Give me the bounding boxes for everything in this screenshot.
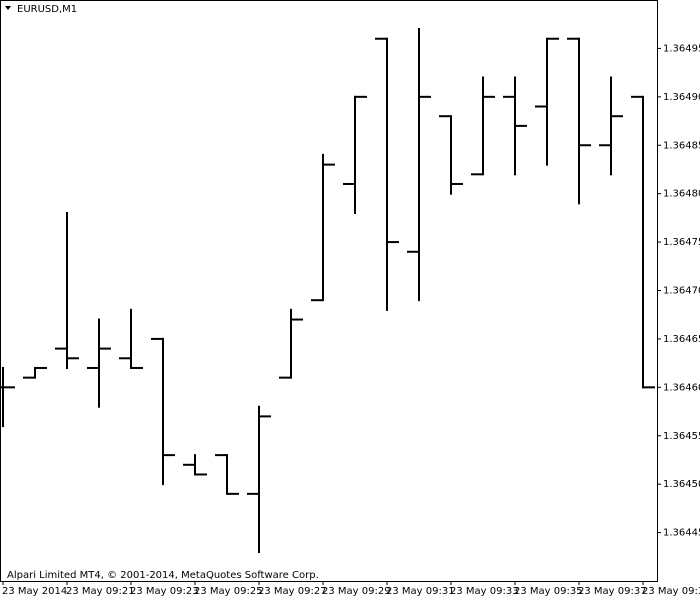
- x-tick-label: 23 May 09:35: [514, 586, 583, 597]
- y-tick-label: 1.36475: [663, 237, 700, 248]
- y-tick-label: 1.36460: [663, 382, 700, 393]
- x-tick-label: 23 May 09:23: [130, 586, 199, 597]
- y-tick-label: 1.36450: [663, 479, 700, 490]
- x-tick-label: 23 May 09:33: [450, 586, 519, 597]
- y-tick-label: 1.36490: [663, 92, 700, 103]
- x-tick-label: 23 May 09:25: [194, 586, 263, 597]
- y-tick-label: 1.36465: [663, 334, 700, 345]
- menu-arrow[interactable]: [5, 6, 11, 10]
- x-tick-label: 23 May 09:39: [642, 586, 700, 597]
- y-tick-label: 1.36445: [663, 528, 700, 539]
- y-tick-label: 1.36470: [663, 286, 700, 297]
- x-tick-label: 23 May 09:31: [386, 586, 455, 597]
- y-tick-label: 1.36480: [663, 189, 700, 200]
- x-tick-label: 23 May 09:37: [578, 586, 647, 597]
- x-tick-label: 23 May 2014: [2, 586, 67, 597]
- y-tick-label: 1.36455: [663, 431, 700, 442]
- x-tick-label: 23 May 09:21: [66, 586, 135, 597]
- y-tick-label: 1.36495: [663, 43, 700, 54]
- plot-frame: [0, 0, 658, 582]
- copyright: Alpari Limited MT4, © 2001-2014, MetaQuo…: [7, 570, 319, 581]
- x-tick-label: 23 May 09:27: [258, 586, 327, 597]
- x-tick-label: 23 May 09:29: [322, 586, 391, 597]
- chart-title: EURUSD,M1: [17, 4, 77, 15]
- y-tick-label: 1.36485: [663, 140, 700, 151]
